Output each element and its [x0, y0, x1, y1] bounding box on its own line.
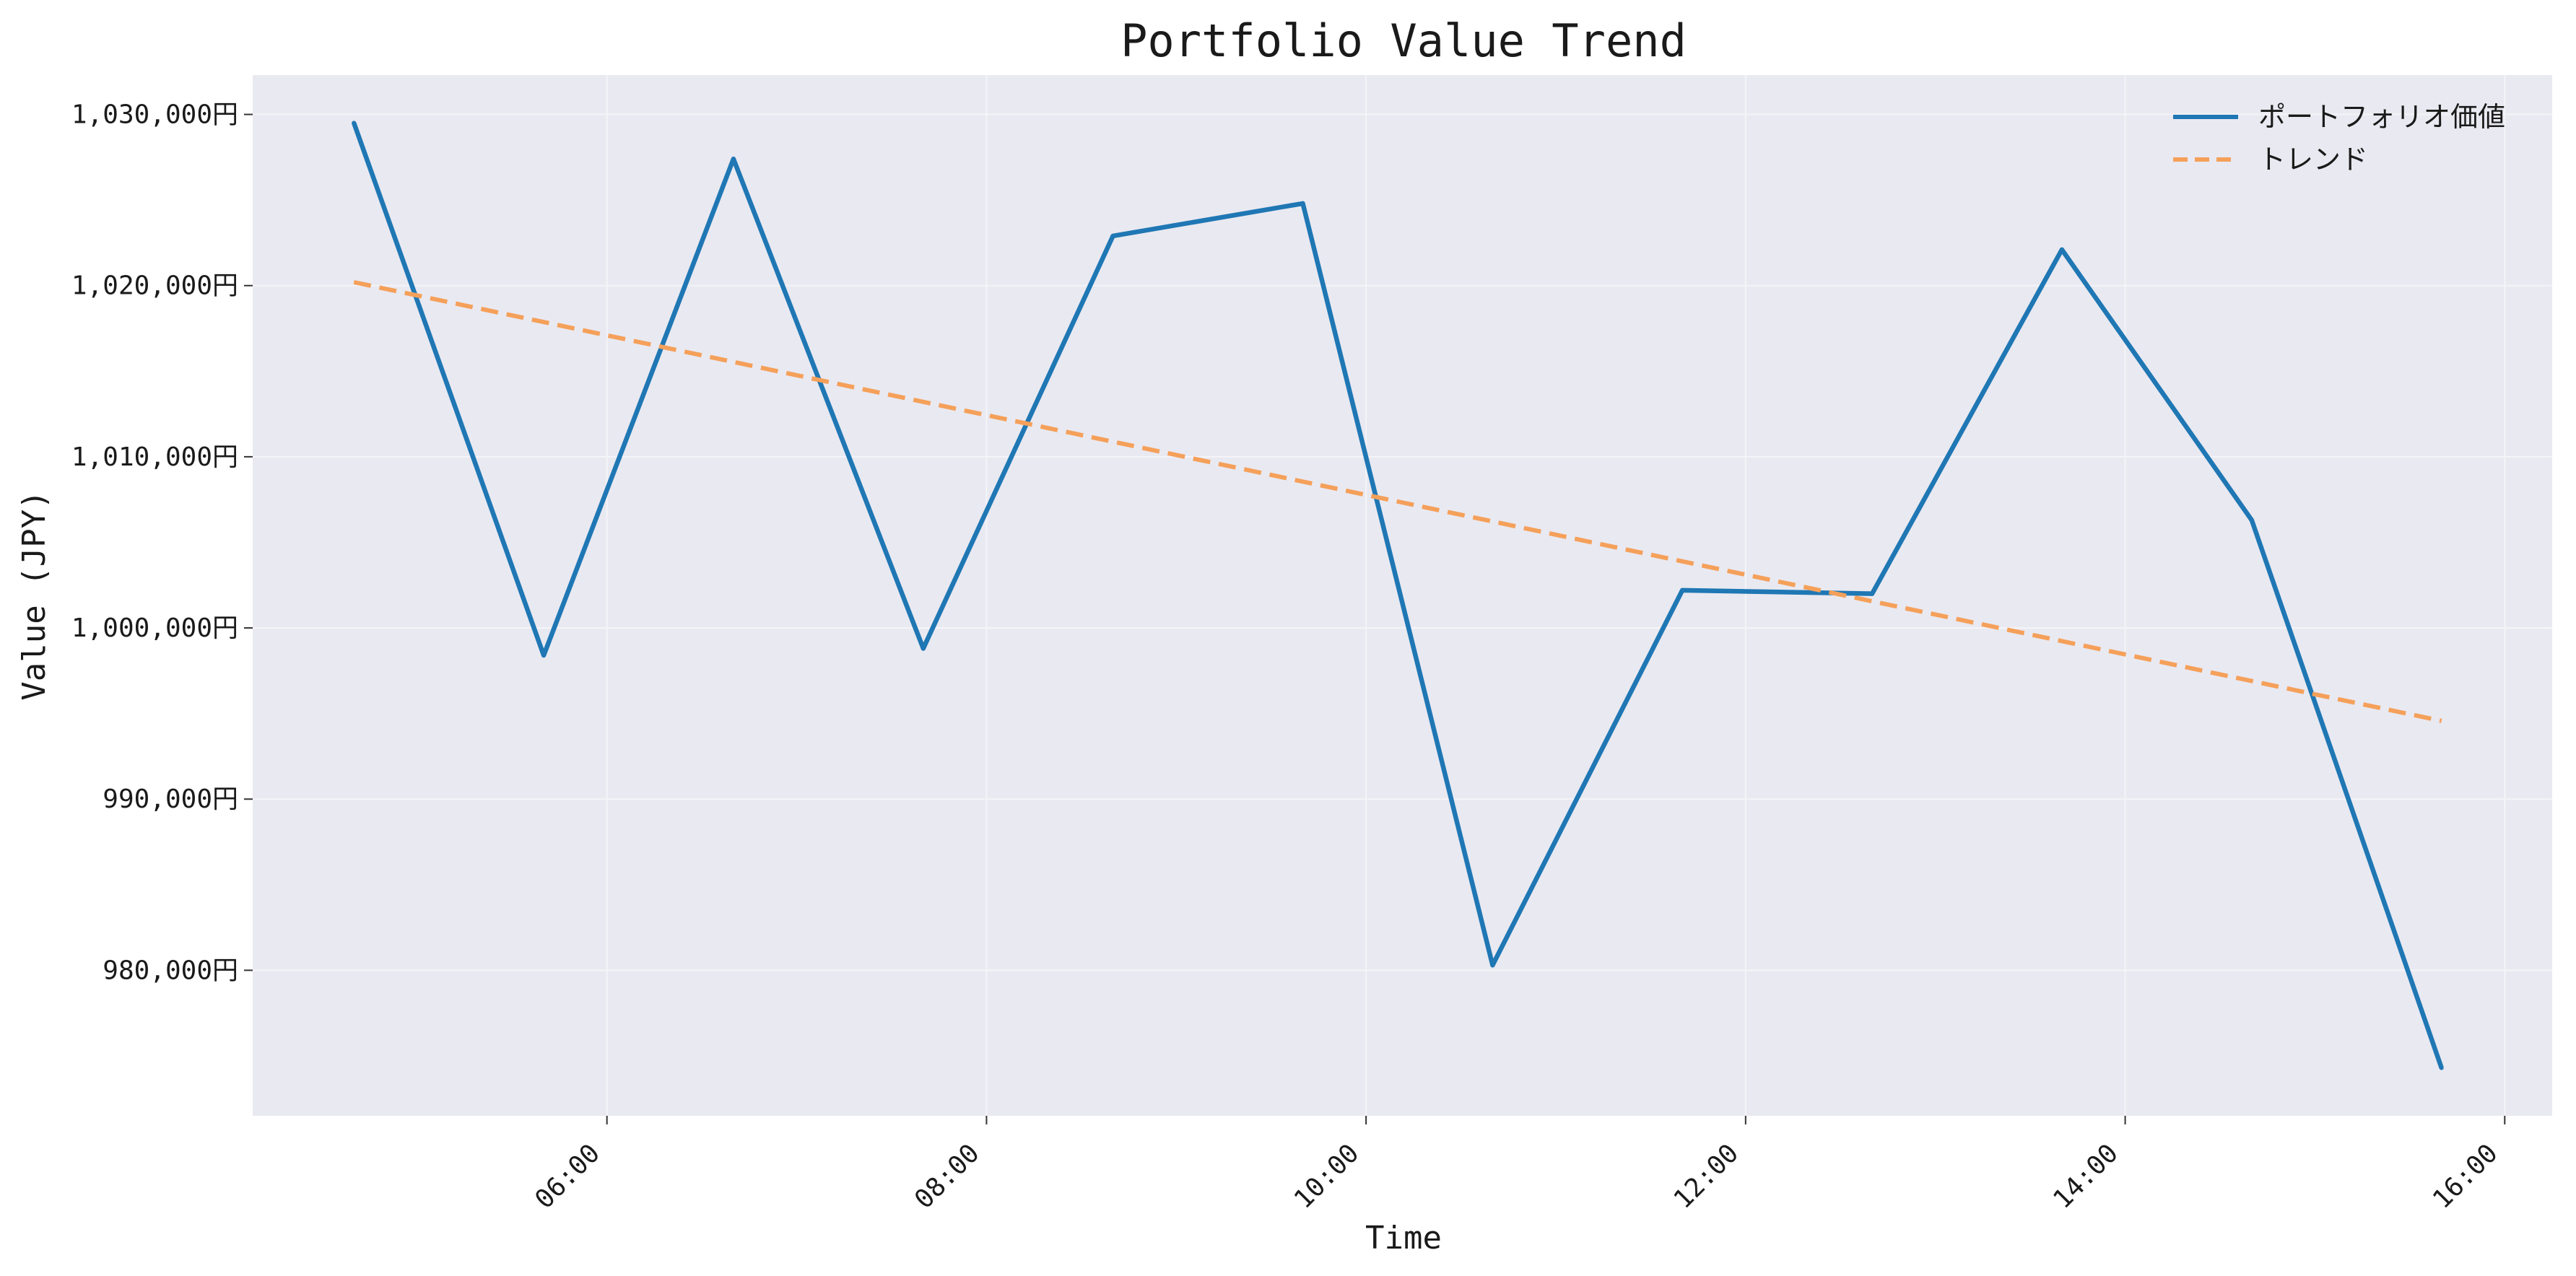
y-axis-ticks: 980,000円 990,000円 1,000,000円 1,010,000円 1,02… — [71, 100, 253, 985]
series-layer — [352, 121, 2444, 1070]
x-axis-label: Time — [1365, 1220, 1442, 1257]
y-tick-label: 1,010,000円 — [71, 442, 238, 472]
data-point — [352, 121, 357, 126]
y-tick-label: 1,020,000円 — [71, 271, 238, 301]
series-line-trend — [353, 280, 2442, 723]
grid-lines — [253, 75, 2552, 1116]
data-point — [921, 646, 926, 651]
data-point — [1680, 587, 1685, 593]
chart-title: Portfolio Value Trend — [1121, 14, 1687, 67]
data-point — [1110, 233, 1115, 238]
legend: ポートフォリオ価値 トレンド — [2173, 101, 2505, 175]
data-point — [1300, 201, 1305, 206]
data-point — [2249, 517, 2254, 523]
data-point — [2439, 1065, 2444, 1070]
y-tick-label: 1,030,000円 — [71, 100, 238, 130]
legend-label-trend: トレンド — [2258, 144, 2368, 175]
y-tick-label: 980,000円 — [103, 956, 238, 985]
data-point — [1490, 963, 1495, 968]
y-tick-label: 1,000,000円 — [71, 613, 238, 643]
y-tick-label: 990,000円 — [103, 785, 238, 814]
data-point — [1870, 591, 1875, 596]
data-point — [541, 653, 547, 658]
data-point — [731, 157, 736, 162]
data-point — [2059, 247, 2064, 252]
series-line-portfolio — [352, 122, 2444, 1069]
legend-label-portfolio: ポートフォリオ価値 — [2258, 101, 2505, 133]
y-axis-label: Value (JPY) — [16, 490, 53, 700]
